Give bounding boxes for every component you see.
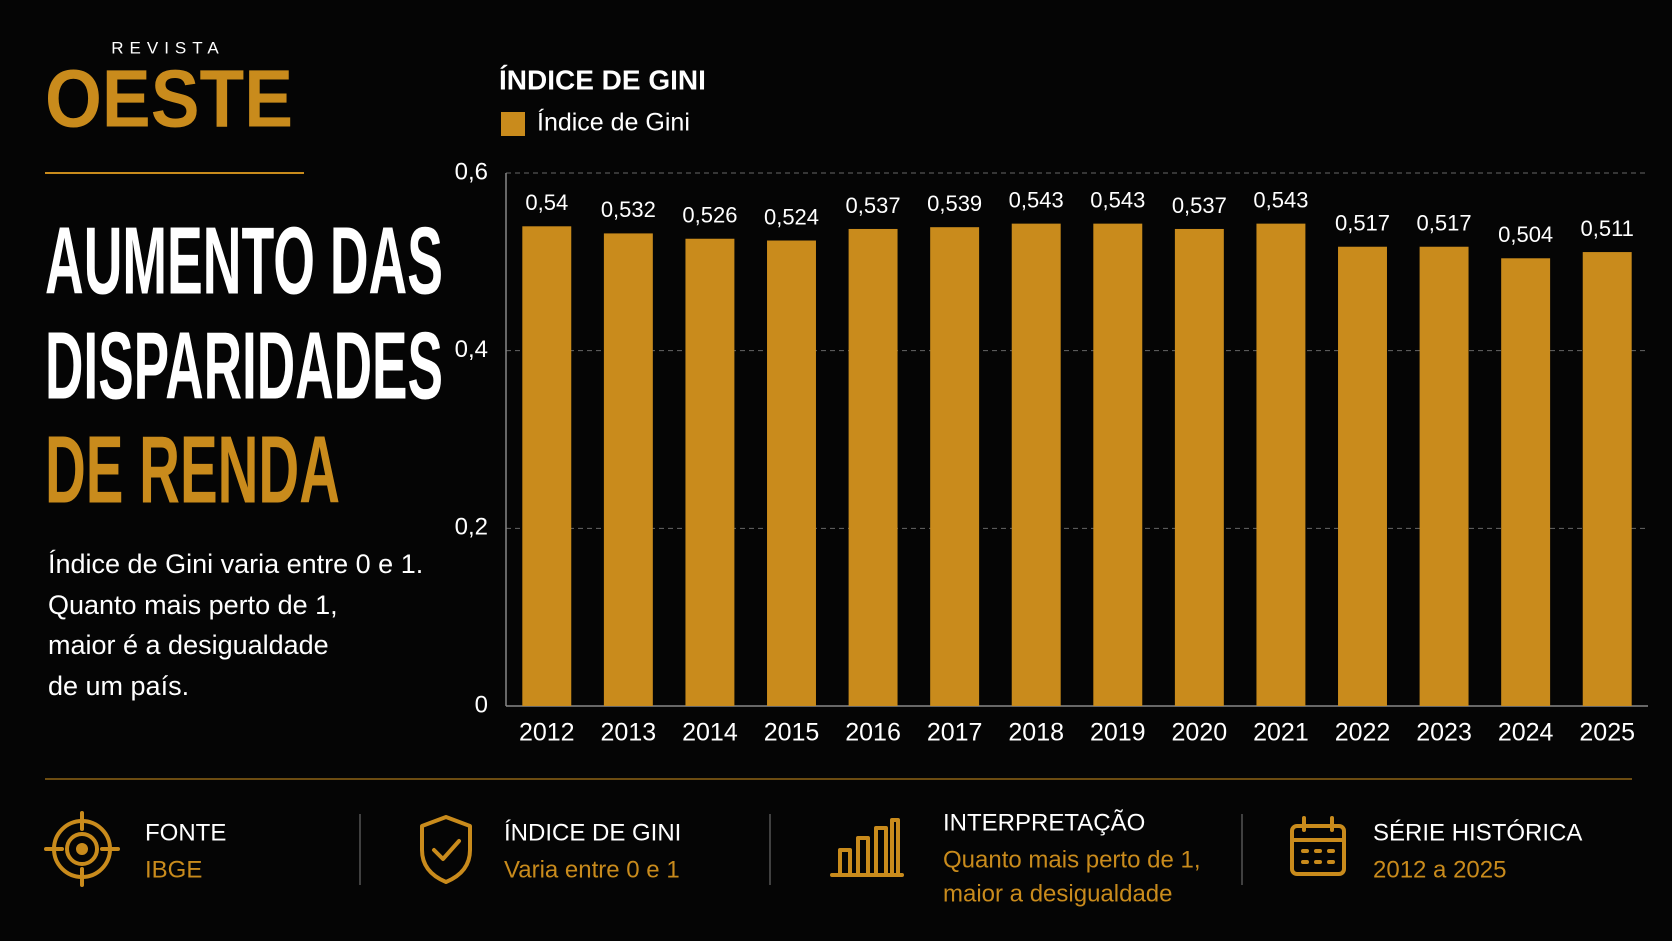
value-label: 0,539 <box>927 191 982 216</box>
footer-title: ÍNDICE DE GINI <box>504 819 681 846</box>
headline-line: AUMENTO DAS <box>45 207 443 314</box>
value-label: 0,504 <box>1498 222 1553 247</box>
x-tick-label: 2021 <box>1253 719 1309 747</box>
value-label: 0,543 <box>1009 187 1064 212</box>
x-tick-label: 2015 <box>764 719 820 747</box>
value-label: 0,517 <box>1335 211 1390 236</box>
calendar-icon <box>1290 816 1346 876</box>
chart-title: ÍNDICE DE GINI <box>499 64 706 95</box>
footer-text: 2012 a 2025 <box>1373 856 1506 883</box>
description-line: de um país. <box>48 671 189 701</box>
footer-text: Quanto mais perto de 1, <box>943 846 1200 873</box>
headline-line: DE RENDA <box>45 416 340 523</box>
value-label: 0,543 <box>1253 187 1308 212</box>
bar-chart-icon <box>830 818 904 877</box>
x-tick-label: 2020 <box>1172 719 1228 747</box>
value-label: 0,526 <box>682 203 737 228</box>
x-tick-label: 2013 <box>601 719 657 747</box>
x-tick-label: 2012 <box>519 719 575 747</box>
shield-icon <box>420 815 472 884</box>
bar <box>1419 246 1469 706</box>
footer-title: FONTE <box>145 819 226 846</box>
value-label: 0,537 <box>1172 193 1227 218</box>
y-tick-label: 0,2 <box>455 514 488 541</box>
bar <box>767 240 816 706</box>
x-tick-label: 2024 <box>1498 719 1554 747</box>
bar <box>522 226 572 707</box>
bar <box>1338 246 1387 706</box>
x-tick-label: 2025 <box>1579 719 1635 747</box>
y-tick-label: 0,4 <box>455 336 488 363</box>
legend-label: Índice de Gini <box>537 108 690 137</box>
bar <box>685 238 735 706</box>
x-tick-label: 2019 <box>1090 719 1146 747</box>
brand-kicker: REVISTA <box>111 38 224 57</box>
footer-text: Varia entre 0 e 1 <box>504 856 680 883</box>
value-label: 0,524 <box>764 204 819 229</box>
target-icon <box>44 811 120 887</box>
x-tick-label: 2018 <box>1008 719 1064 747</box>
x-tick-label: 2023 <box>1416 719 1472 747</box>
value-label: 0,54 <box>525 190 568 215</box>
footer-text: maior a desigualdade <box>943 880 1173 907</box>
value-label: 0,511 <box>1581 216 1634 241</box>
x-tick-label: 2016 <box>845 719 901 747</box>
bar <box>930 227 980 706</box>
description-line: Índice de Gini varia entre 0 e 1. <box>48 549 423 579</box>
bar <box>603 233 653 706</box>
brand-logo: OESTE <box>45 54 293 145</box>
x-tick-label: 2017 <box>927 719 983 747</box>
value-label: 0,517 <box>1417 211 1472 236</box>
bar <box>1011 223 1061 706</box>
x-tick-label: 2022 <box>1335 719 1391 747</box>
x-tick-label: 2014 <box>682 719 738 747</box>
bar <box>1582 252 1632 707</box>
bar <box>1174 228 1224 706</box>
value-label: 0,532 <box>601 197 656 222</box>
value-label: 0,537 <box>846 193 901 218</box>
bar <box>1256 223 1306 706</box>
legend-swatch <box>501 112 525 136</box>
headline-line: DISPARIDADES <box>45 312 443 419</box>
bar <box>1093 223 1143 706</box>
y-tick-label: 0 <box>475 691 488 718</box>
description-line: Quanto mais perto de 1, <box>48 590 338 620</box>
description-line: maior é a desigualdade <box>48 630 329 660</box>
y-tick-label: 0,6 <box>455 158 488 185</box>
bar <box>1501 258 1551 706</box>
footer-title: SÉRIE HISTÓRICA <box>1373 819 1582 846</box>
footer-text: IBGE <box>145 856 202 883</box>
footer-title: INTERPRETAÇÃO <box>943 809 1145 836</box>
value-label: 0,543 <box>1090 187 1145 212</box>
bar <box>848 228 898 706</box>
